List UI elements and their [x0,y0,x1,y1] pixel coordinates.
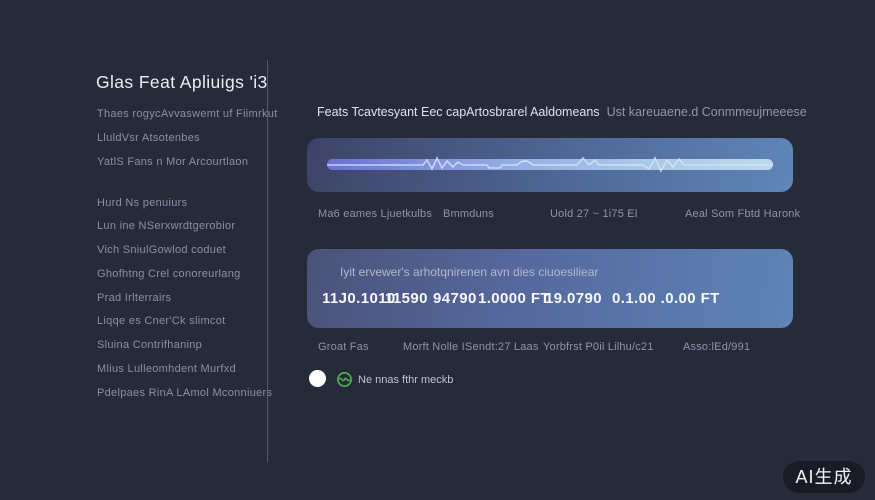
sidebar-item[interactable]: Sluina Contrifhaninp [97,339,203,351]
sidebar-item[interactable]: Vich SniulGowlod coduet [97,244,226,256]
stat-label: Morft Nolle I [403,341,465,353]
radio-button[interactable] [309,370,326,387]
readout-value: 94790 [433,290,477,307]
sidebar-item[interactable]: Liqqe es Cner'Ck slimcot [97,315,226,327]
stat-label: Asso:lEd/991 [683,341,751,353]
ai-watermark-badge: AI生成 [783,461,865,493]
stat-label: Aeal Som Fbtd Haronk [685,208,801,220]
waveform-card [307,138,793,192]
readout-value: 11J0.1010 [322,290,396,307]
readout-value: 19.0790 [545,290,603,307]
sidebar-item[interactable]: YatlS Fans n Mor Arcourtlaon [97,156,249,168]
sidebar-item[interactable]: Lun ine NSerxwrdtgerobior [97,220,236,232]
toggle-label: Ne nnas fthr meckb [358,374,454,386]
sidebar-item[interactable]: Prad Irlterrairs [97,292,172,304]
main-header: Feats Tcavtesyant Eec capArtosbrarel Aal… [317,105,807,119]
sidebar-item[interactable]: Hurd Ns penuiurs [97,197,188,209]
sidebar-item[interactable]: Mlius Lulleomhdent Murfxd [97,363,236,375]
stat-label: Yorbfrst P0il Lilhu/c21 [543,341,654,353]
page-subtitle: Ust kareuaene.d Conmmeujmeeese [606,105,807,119]
readout-value: 11590 [385,290,428,307]
stat-label: Ma6 eames Ljuetkulbs [318,208,433,220]
stat-label: Bmmduns [443,208,494,220]
sidebar-item[interactable]: LluldVsr Atsotenbes [97,132,200,144]
stat-label: Sendt:27 Laas [465,341,539,353]
sidebar-title: Glas Feat Apliuigs 'i3 [96,72,268,92]
vertical-divider [267,60,268,462]
stat-label: Groat Fas [318,341,369,353]
readout-caption: Iyit ervewer's arhotqnirenen avn dies ci… [340,265,599,279]
sidebar-item[interactable]: Ghofhtng Crel conoreurlang [97,268,241,280]
sidebar-item[interactable]: Pdelpaes RinA LAmol Mconniuers [97,387,273,399]
readout-value: 1.0000 FT [478,290,550,307]
sidebar-item[interactable]: Thaes rogycAvvaswemt uf Fiimrkut [97,108,278,120]
waveform-line [327,156,773,173]
audio-wave-icon [337,372,352,387]
stat-label: Uold 27 ~ 1i75 El [550,208,638,220]
readout-value: 0.1.00 .0.00 FT [612,290,720,307]
readout-card: Iyit ervewer's arhotqnirenen avn dies ci… [307,249,793,328]
page-title: Feats Tcavtesyant Eec capArtosbrarel Aal… [317,105,600,119]
